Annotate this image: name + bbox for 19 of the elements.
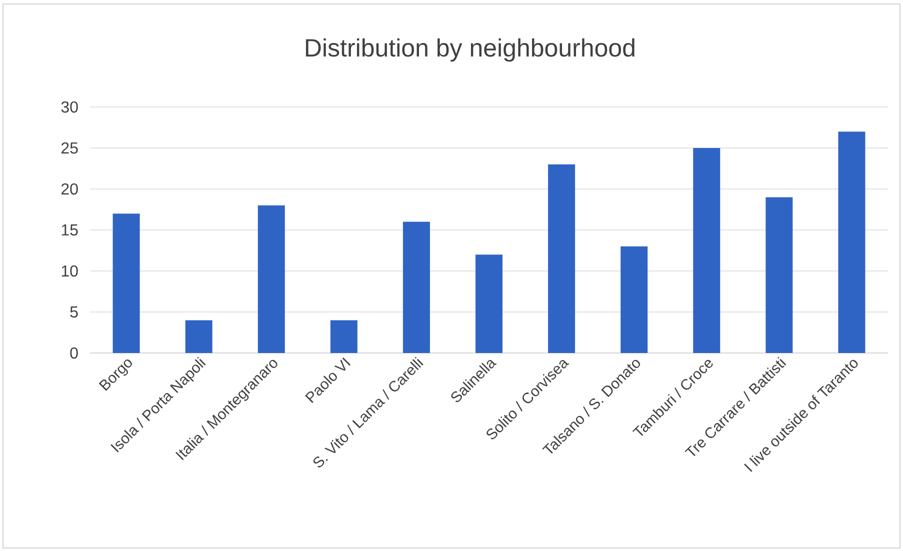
bar [330, 320, 358, 353]
bar [258, 205, 285, 353]
bar [476, 254, 503, 353]
bar [693, 148, 720, 353]
bar [402, 222, 430, 353]
y-tick-label: 30 [61, 101, 78, 113]
chart-title: Distribution by neighbourhood [306, 38, 634, 62]
bar [620, 246, 648, 353]
y-tick-label: 15 [62, 224, 78, 236]
bar [548, 164, 576, 353]
bar [766, 197, 793, 353]
y-tick-label: 0 [70, 347, 78, 359]
bar [838, 132, 866, 353]
y-tick-label: 5 [70, 306, 78, 318]
y-tick-label: 20 [61, 183, 78, 195]
y-tick-label: 10 [62, 265, 78, 277]
y-tick-label: 25 [61, 142, 78, 154]
bar [185, 320, 212, 353]
bar [112, 214, 140, 353]
